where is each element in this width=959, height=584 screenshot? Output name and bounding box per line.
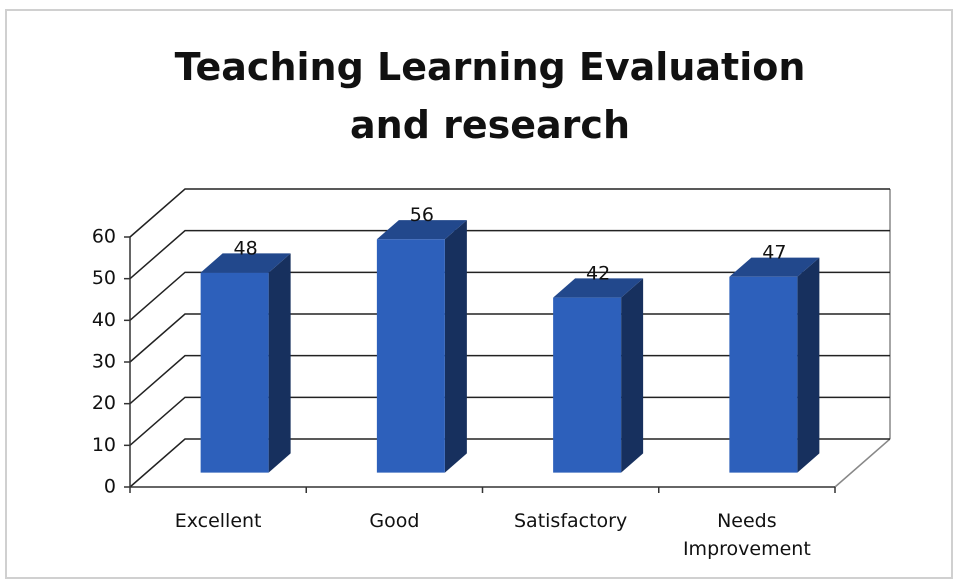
value-label: 47 xyxy=(762,242,786,264)
bar xyxy=(553,278,644,473)
grid-line xyxy=(129,438,890,488)
floor-edge xyxy=(834,438,891,488)
x-tick-label: Satisfactory xyxy=(514,510,628,532)
bar-front xyxy=(376,239,445,473)
bar-front xyxy=(200,272,269,473)
y-tick-label: 0 xyxy=(104,476,116,498)
bar xyxy=(729,257,820,473)
bar-front xyxy=(553,297,622,473)
grid-line xyxy=(129,396,890,446)
y-tick-label: 10 xyxy=(92,434,116,456)
y-tick-label: 50 xyxy=(92,267,116,289)
bar-top xyxy=(553,278,644,298)
grid-line xyxy=(129,188,890,238)
y-tick-label: 20 xyxy=(92,392,116,414)
y-tick-label: 60 xyxy=(92,226,116,248)
bar-top xyxy=(729,257,820,277)
value-label: 56 xyxy=(410,204,434,226)
bar-side xyxy=(797,257,820,473)
grid-line xyxy=(129,313,890,363)
y-tick-label: 40 xyxy=(92,309,116,331)
y-tick-label: 30 xyxy=(92,351,116,373)
grid-line xyxy=(129,271,890,321)
bar xyxy=(200,253,291,473)
x-tick-label: Good xyxy=(369,510,420,532)
bar-side xyxy=(621,278,644,473)
bar-top xyxy=(376,220,467,240)
x-tick-label: Excellent xyxy=(174,510,262,532)
x-tick-label: Needs Improvement xyxy=(682,510,811,560)
bar-top xyxy=(200,253,291,273)
grid-line xyxy=(129,354,890,405)
chart-border xyxy=(5,9,953,579)
bar xyxy=(376,220,467,473)
value-label: 42 xyxy=(586,263,610,285)
bar-front xyxy=(729,276,798,473)
chart-title: Teaching Learning Evaluation and researc… xyxy=(174,45,806,147)
bar-side xyxy=(268,253,291,473)
grid-line xyxy=(129,229,890,280)
value-label: 48 xyxy=(234,238,258,260)
bar-side xyxy=(444,220,467,473)
